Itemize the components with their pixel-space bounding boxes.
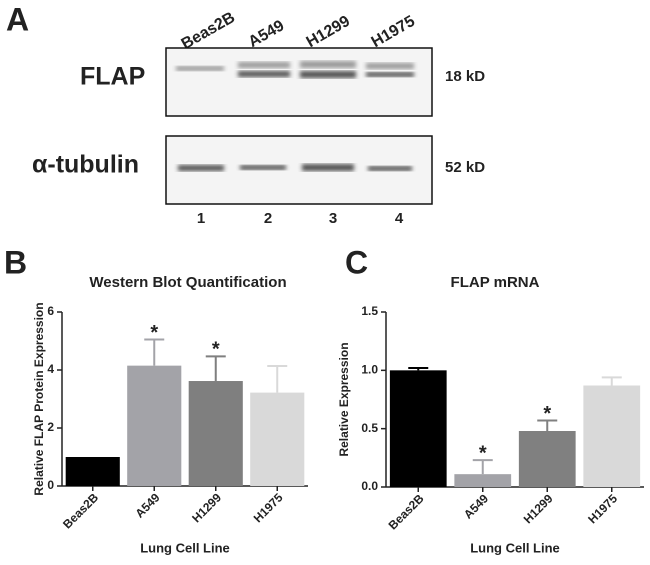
x-axis-label: Lung Cell Line <box>140 540 230 555</box>
y-tick-label: 0.0 <box>361 479 378 493</box>
size-label: 52 kD <box>445 159 485 176</box>
panel-label: C <box>345 244 368 280</box>
panel-label: B <box>4 244 27 280</box>
bar <box>65 457 120 486</box>
error-bar <box>537 419 558 431</box>
significance-mark: * <box>150 322 158 344</box>
chart-title: Western Blot Quantification <box>89 274 286 291</box>
bar <box>250 392 305 486</box>
error-bar <box>472 459 493 475</box>
x-axis-label: Lung Cell Line <box>470 540 560 555</box>
y-tick-label: 4 <box>47 362 54 376</box>
protein-label: FLAP <box>80 63 145 91</box>
y-tick-label: 0 <box>47 478 54 492</box>
panel-label: A <box>6 1 29 37</box>
bar <box>127 365 182 486</box>
error-bar <box>601 376 622 386</box>
y-tick-label: 0.5 <box>361 421 378 435</box>
bar <box>454 474 512 487</box>
y-tick-label: 2 <box>47 420 54 434</box>
x-tick-label: H1975 <box>251 490 286 525</box>
panel-a: A Beas2B A549 H1299 H1975 FLAP α-tubulin… <box>6 1 485 227</box>
lane-label: Beas2B <box>179 9 238 53</box>
bands <box>178 71 414 171</box>
y-tick-label: 6 <box>47 304 54 318</box>
lane-label: A549 <box>246 17 288 51</box>
lane-number: 1 <box>197 210 205 227</box>
lane-label: H1299 <box>304 13 353 51</box>
error-bar <box>144 338 165 366</box>
x-tick-label: A549 <box>461 491 491 521</box>
x-tick-label: H1975 <box>585 491 620 526</box>
lane-number: 2 <box>264 210 272 227</box>
bar <box>389 370 447 487</box>
y-tick-label: 1.0 <box>361 363 378 377</box>
error-bar <box>205 355 226 382</box>
size-label: 18 kD <box>445 68 485 85</box>
blot-box <box>165 47 433 117</box>
lane-label: H1975 <box>369 13 418 51</box>
y-axis-label: Relative FLAP Protein Expression <box>32 302 46 495</box>
significance-mark: * <box>479 442 487 464</box>
x-tick-label: Beas2B <box>60 490 101 531</box>
protein-label: α-tubulin <box>32 151 139 179</box>
x-tick-label: Beas2B <box>386 491 427 532</box>
x-tick-label: H1299 <box>189 490 224 525</box>
y-tick-label: 1.5 <box>361 304 378 318</box>
error-bar <box>267 364 288 393</box>
error-bar <box>408 367 429 371</box>
bar <box>518 431 576 487</box>
faint-bands <box>176 61 414 71</box>
lane-number: 3 <box>329 210 337 227</box>
significance-mark: * <box>543 403 551 425</box>
chart-title: FLAP mRNA <box>451 274 540 291</box>
significance-mark: * <box>212 339 220 361</box>
bar <box>583 385 641 487</box>
x-tick-label: A549 <box>132 490 162 520</box>
lane-number: 4 <box>395 210 404 227</box>
bar <box>188 381 243 486</box>
y-axis-label: Relative Expression <box>337 342 351 456</box>
x-tick-label: H1299 <box>521 491 556 526</box>
